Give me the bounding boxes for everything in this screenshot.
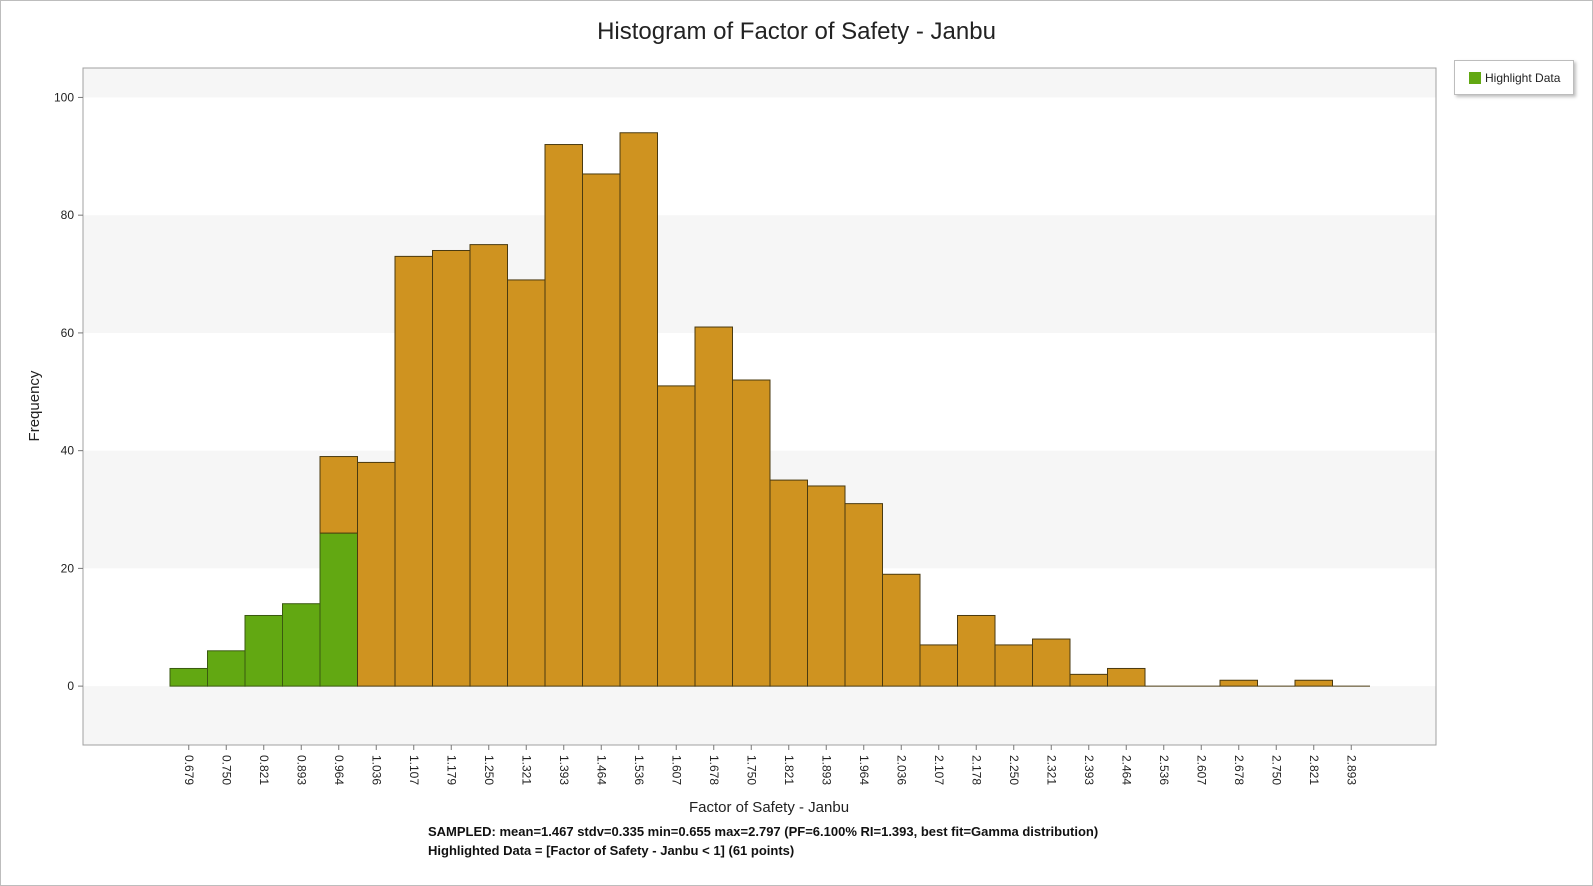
bar bbox=[694, 326, 733, 687]
bar bbox=[1107, 667, 1146, 687]
x-tick-label: 0.893 bbox=[294, 755, 308, 785]
bar bbox=[919, 644, 958, 687]
bar-highlight bbox=[169, 667, 208, 687]
y-tick-label: 60 bbox=[61, 326, 75, 340]
bar bbox=[769, 479, 808, 687]
bar-highlight bbox=[319, 532, 358, 687]
bar bbox=[957, 614, 996, 687]
legend-swatch bbox=[1469, 71, 1481, 84]
x-tick-label: 2.750 bbox=[1269, 755, 1283, 785]
x-tick-label: 2.607 bbox=[1194, 755, 1208, 785]
x-tick-label: 1.964 bbox=[857, 755, 871, 785]
x-tick-label: 0.750 bbox=[219, 755, 233, 785]
x-tick-label: 2.821 bbox=[1307, 755, 1321, 785]
x-tick-label: 0.679 bbox=[182, 755, 196, 785]
bar-highlight bbox=[282, 603, 321, 687]
bar bbox=[619, 132, 658, 687]
legend-label: Highlight Data bbox=[1485, 70, 1561, 85]
x-tick-label: 2.321 bbox=[1044, 755, 1058, 785]
grid-band bbox=[83, 686, 1436, 745]
y-tick-label: 40 bbox=[61, 444, 75, 458]
y-tick-label: 100 bbox=[54, 90, 74, 104]
grid-band bbox=[83, 68, 1436, 98]
bar bbox=[732, 379, 771, 687]
bar bbox=[1069, 673, 1108, 687]
bar bbox=[469, 244, 508, 687]
bar bbox=[1032, 638, 1071, 687]
bar bbox=[807, 485, 846, 687]
x-tick-label: 1.821 bbox=[782, 755, 796, 785]
bar bbox=[844, 503, 883, 687]
bar-highlight bbox=[244, 614, 283, 687]
x-tick-label: 2.464 bbox=[1119, 755, 1133, 785]
bar bbox=[544, 144, 583, 687]
bar bbox=[882, 573, 921, 687]
highlighted-stats: Highlighted Data = [Factor of Safety - J… bbox=[428, 843, 795, 858]
x-tick-label: 2.107 bbox=[932, 755, 946, 785]
x-tick-label: 2.036 bbox=[894, 755, 908, 785]
y-tick-label: 0 bbox=[67, 679, 74, 693]
bar bbox=[994, 644, 1033, 687]
x-tick-label: 2.250 bbox=[1007, 755, 1021, 785]
sampled-stats: SAMPLED: mean=1.467 stdv=0.335 min=0.655… bbox=[428, 824, 1099, 839]
x-tick-label: 2.178 bbox=[969, 755, 983, 785]
legend: Highlight Data bbox=[1454, 60, 1574, 95]
bar bbox=[394, 255, 433, 687]
x-tick-label: 2.393 bbox=[1082, 755, 1096, 785]
x-tick-label: 1.464 bbox=[594, 755, 608, 785]
x-axis-label: Factor of Safety - Janbu bbox=[689, 799, 849, 816]
x-tick-label: 0.821 bbox=[257, 755, 271, 785]
grid-bands bbox=[83, 68, 1436, 745]
y-axis: 0 20 40 60 80 100 bbox=[54, 90, 83, 693]
bars bbox=[169, 132, 1370, 687]
chart-title: Histogram of Factor of Safety - Janbu bbox=[597, 18, 996, 45]
bar bbox=[657, 385, 696, 687]
bar bbox=[1294, 679, 1333, 687]
bar bbox=[507, 279, 546, 687]
bar bbox=[357, 461, 396, 687]
x-tick-label: 1.893 bbox=[819, 755, 833, 785]
x-tick-label: 1.393 bbox=[557, 755, 571, 785]
x-tick-label: 2.536 bbox=[1157, 755, 1171, 785]
x-tick-label: 1.750 bbox=[744, 755, 758, 785]
y-tick-label: 80 bbox=[61, 208, 75, 222]
plot-area-border bbox=[82, 67, 1437, 746]
y-axis-label: Frequency bbox=[26, 370, 43, 441]
y-tick-label: 20 bbox=[61, 561, 75, 575]
x-tick-label: 1.179 bbox=[444, 755, 458, 785]
x-tick-label: 1.107 bbox=[407, 755, 421, 785]
bar bbox=[582, 173, 621, 687]
bar bbox=[1219, 679, 1258, 687]
x-tick-label: 0.964 bbox=[332, 755, 346, 785]
grid-band bbox=[83, 215, 1436, 333]
bar-highlight bbox=[207, 650, 246, 687]
x-axis: 0.679 0.750 0.821 0.893 0.964 1.036 1.107 1.179… bbox=[182, 745, 1358, 785]
x-tick-label: 1.607 bbox=[669, 755, 683, 785]
x-tick-label: 1.536 bbox=[632, 755, 646, 785]
x-tick-label: 2.678 bbox=[1232, 755, 1246, 785]
x-tick-label: 1.321 bbox=[519, 755, 533, 785]
bar bbox=[432, 249, 471, 687]
bar bbox=[319, 456, 358, 534]
x-tick-label: 1.678 bbox=[707, 755, 721, 785]
x-tick-label: 2.893 bbox=[1344, 755, 1358, 785]
x-tick-label: 1.250 bbox=[482, 755, 496, 785]
x-tick-label: 1.036 bbox=[369, 755, 383, 785]
